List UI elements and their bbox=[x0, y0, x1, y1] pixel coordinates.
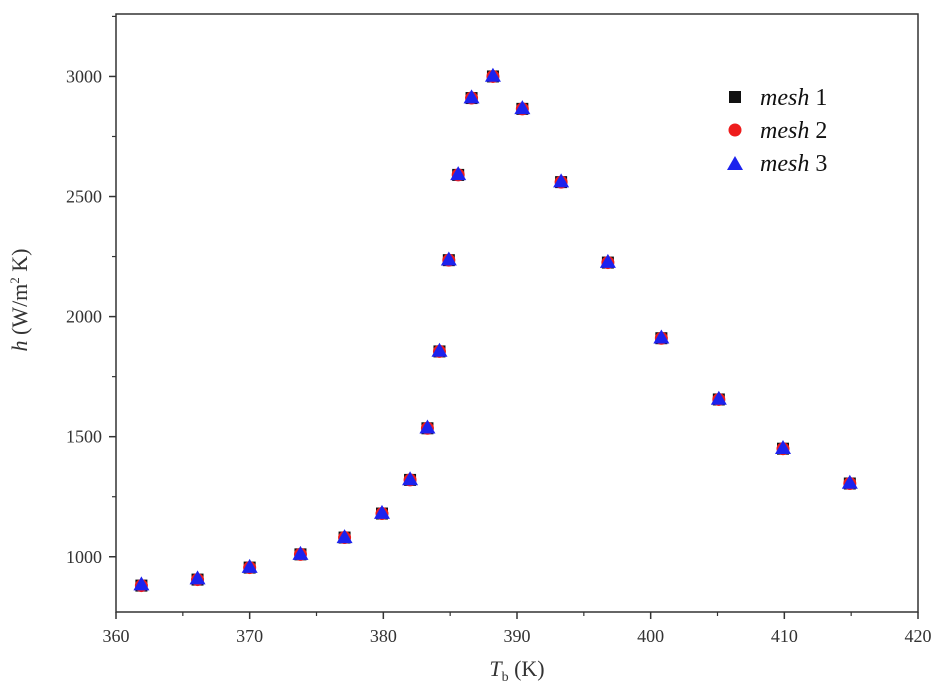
legend-name-mesh-1: mesh bbox=[760, 85, 809, 111]
x-axis-unit: (K) bbox=[509, 656, 545, 681]
x-tick-label: 360 bbox=[103, 626, 130, 646]
legend-marker-mesh-3 bbox=[727, 156, 743, 170]
x-tick-label: 410 bbox=[771, 626, 798, 646]
y-axis-symbol: h bbox=[7, 341, 32, 352]
legend-name-mesh-2: mesh bbox=[760, 118, 809, 144]
legend-suffix-mesh-2: 2 bbox=[809, 118, 827, 144]
x-axis-ticks: 360 370 380 390 400 410 420 bbox=[103, 612, 932, 646]
y-tick-label: 1500 bbox=[66, 427, 102, 447]
mesh-3-point bbox=[774, 439, 791, 454]
legend-label-mesh-2: mesh 2 bbox=[760, 118, 827, 144]
mesh-3-point bbox=[292, 545, 309, 560]
y-tick-label: 3000 bbox=[66, 66, 102, 86]
x-axis-symbol: T bbox=[489, 656, 503, 681]
mesh-3-point bbox=[450, 166, 467, 181]
y-axis-unit-end: K) bbox=[7, 248, 32, 277]
mesh-3-point bbox=[440, 251, 457, 266]
legend-label-mesh-1: mesh 1 bbox=[760, 85, 827, 111]
data-points bbox=[133, 67, 858, 593]
mesh-3-point bbox=[841, 474, 858, 489]
mesh-3-point bbox=[463, 89, 480, 104]
x-axis-subscript: b bbox=[502, 670, 509, 685]
legend-marker-mesh-2 bbox=[728, 123, 742, 137]
legend-label-mesh-3: mesh 3 bbox=[760, 151, 827, 177]
mesh-3-point bbox=[419, 419, 436, 434]
mesh-3-point bbox=[653, 329, 670, 344]
mesh-3-point bbox=[189, 570, 206, 585]
y-axis-title: h (W/m2 K) bbox=[7, 248, 32, 351]
y-tick-label: 2000 bbox=[66, 307, 102, 327]
legend: mesh 1 mesh 2 mesh 3 bbox=[727, 85, 827, 177]
mesh-3-point bbox=[514, 100, 531, 115]
mesh-3-point bbox=[553, 173, 570, 188]
legend-suffix-mesh-3: 3 bbox=[809, 151, 827, 177]
y-axis-superscript: 2 bbox=[7, 277, 22, 284]
x-axis-title: Tb (K) bbox=[489, 656, 544, 685]
mesh-3-point bbox=[484, 67, 501, 82]
y-axis-unit: (W/m bbox=[7, 284, 32, 341]
mesh-3-point bbox=[599, 253, 616, 268]
y-tick-label: 2500 bbox=[66, 187, 102, 207]
mesh-3-point bbox=[241, 558, 258, 573]
x-tick-label: 390 bbox=[504, 626, 531, 646]
x-tick-label: 370 bbox=[236, 626, 263, 646]
legend-suffix-mesh-1: 1 bbox=[809, 85, 827, 111]
y-axis-ticks: 1000 1500 2000 2500 3000 bbox=[66, 15, 116, 567]
mesh-3-point bbox=[336, 529, 353, 544]
mesh-3-point bbox=[402, 471, 419, 486]
x-tick-label: 420 bbox=[905, 626, 932, 646]
y-tick-label: 1000 bbox=[66, 547, 102, 567]
legend-marker-mesh-1 bbox=[729, 91, 741, 103]
mesh-3-point bbox=[710, 390, 727, 405]
x-tick-label: 380 bbox=[370, 626, 397, 646]
x-tick-label: 400 bbox=[637, 626, 664, 646]
mesh-3-point bbox=[133, 576, 150, 591]
mesh-3-point bbox=[373, 504, 390, 519]
legend-name-mesh-3: mesh bbox=[760, 151, 809, 177]
mesh-3-point bbox=[431, 342, 448, 357]
